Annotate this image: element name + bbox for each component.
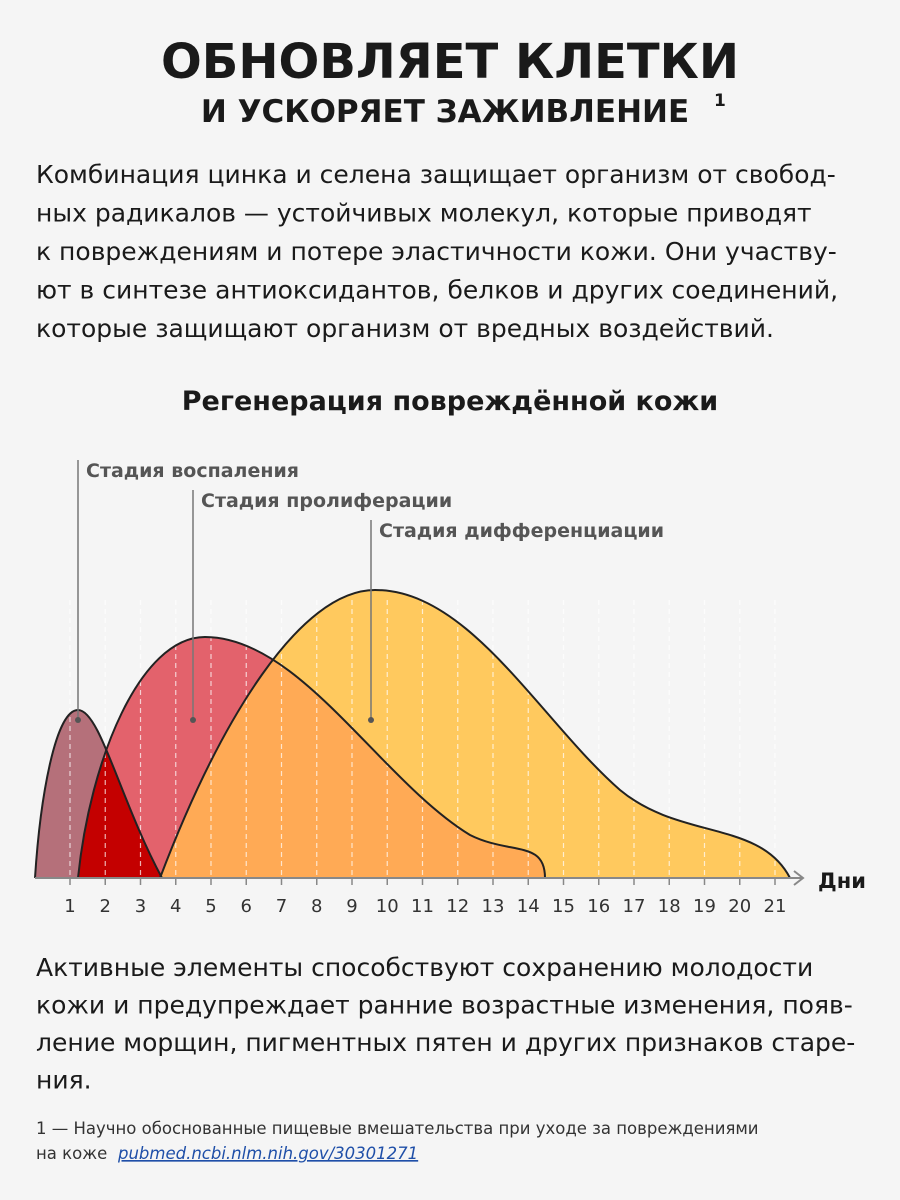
x-tick-label: 9 <box>346 896 357 917</box>
x-tick-label: 14 <box>517 896 540 917</box>
x-tick-label: 16 <box>587 896 610 917</box>
x-tick-label: 19 <box>693 896 716 917</box>
axis-label: Дни <box>818 869 866 893</box>
footnote-line: на коже <box>36 1144 107 1163</box>
x-tick-label: 6 <box>241 896 252 917</box>
x-tick-label: 12 <box>446 896 469 917</box>
text-line: ных радикалов — устойчивых молекул, кото… <box>36 199 812 228</box>
pointer-dots <box>75 717 374 723</box>
title: ОБНОВЛЯЕТ КЛЕТКИ <box>161 34 739 90</box>
x-tick-label: 7 <box>276 896 287 917</box>
source-link[interactable]: pubmed.ncbi.nlm.nih.gov/30301271 <box>117 1144 418 1163</box>
x-tick-label: 17 <box>623 896 646 917</box>
stage-label: Стадия пролиферации <box>201 490 452 512</box>
stage-label: Стадия дифференциации <box>379 520 664 542</box>
text-line: которые защищают организм от вредных воз… <box>36 314 774 343</box>
pointers <box>77 460 372 720</box>
x-tick-label: 11 <box>411 896 434 917</box>
day-guides <box>69 600 776 876</box>
x-tick-label: 18 <box>658 896 681 917</box>
footnote: 1 — Научно обоснованные пищевые вмешател… <box>36 1119 759 1163</box>
x-tick-label: 20 <box>728 896 751 917</box>
text-line: Комбинация цинка и селена защищает орган… <box>36 160 836 189</box>
x-tick-label: 8 <box>311 896 322 917</box>
curves <box>35 590 790 878</box>
x-tick-label: 3 <box>135 896 146 917</box>
x-tick-label: 4 <box>170 896 181 917</box>
x-tick-label: 21 <box>764 896 787 917</box>
x-tick-label: 5 <box>205 896 216 917</box>
x-tick-label: 1 <box>64 896 75 917</box>
x-tick-label: 2 <box>100 896 111 917</box>
intro-paragraph: Комбинация цинка и селена защищает орган… <box>36 160 838 343</box>
x-tick-label: 10 <box>376 896 399 917</box>
text-line: ния. <box>36 1066 92 1095</box>
text-line: ют в синтезе антиоксидантов, белков и др… <box>36 276 838 305</box>
x-ticks: 1 2 3 4 5 6 7 8 9 10 11 12 13 14 15 16 17 18 19 20 21 <box>64 878 786 917</box>
text-line: Активные элементы способствуют сохранени… <box>36 953 813 982</box>
text-line: кожи и предупреждает ранние возрастные и… <box>36 991 853 1020</box>
diagram-title: Регенерация повреждённой кожи <box>182 386 718 417</box>
x-tick-label: 13 <box>482 896 505 917</box>
footnote-mark: 1 <box>714 91 726 111</box>
subtitle: И УСКОРЯЕТ ЗАЖИВЛЕНИЕ <box>201 94 689 130</box>
outro-paragraph: Активные элементы способствуют сохранени… <box>36 953 855 1095</box>
x-tick-label: 15 <box>552 896 575 917</box>
stage-label: Стадия воспаления <box>86 460 299 482</box>
text-line: к повреждениям и потере эластичности кож… <box>36 237 837 266</box>
text-line: ление морщин, пигментных пятен и других … <box>36 1028 855 1057</box>
footnote-line: 1 — Научно обоснованные пищевые вмешател… <box>36 1119 759 1138</box>
axis-arrow <box>793 870 805 886</box>
